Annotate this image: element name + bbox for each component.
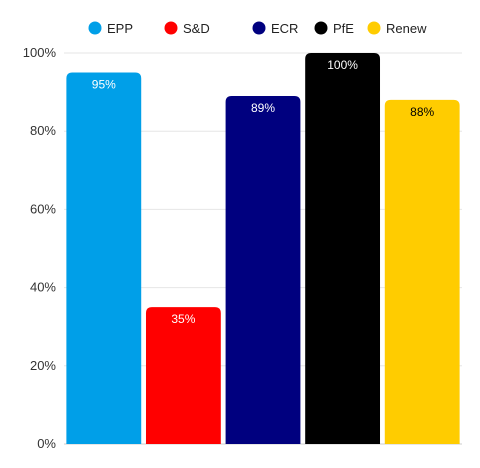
y-tick-label-100: 100% xyxy=(23,45,57,60)
legend-label-renew: Renew xyxy=(386,21,427,36)
legend-item-renew: Renew xyxy=(367,21,427,36)
legend-swatch-renew xyxy=(367,21,381,35)
bars xyxy=(66,53,460,445)
y-tick-label-80: 80% xyxy=(30,123,56,138)
legend-label-ecr: ECR xyxy=(271,21,298,36)
legend-label-s-d: S&D xyxy=(183,21,210,36)
legend-swatch-epp xyxy=(88,21,102,35)
bar-epp xyxy=(66,72,142,445)
y-tick-label-40: 40% xyxy=(30,280,56,295)
legend-label-epp: EPP xyxy=(107,21,133,36)
bar-ecr xyxy=(225,96,301,444)
legend-item-pfe: PfE xyxy=(314,21,354,36)
legend-swatch-ecr xyxy=(252,21,266,35)
y-axis-ticks: 0% 20% 40% 60% 80% 100% xyxy=(23,45,57,451)
y-tick-label-60: 60% xyxy=(30,201,56,216)
data-label-s-d: 35% xyxy=(171,312,195,326)
legend-swatch-pfe xyxy=(314,21,328,35)
legend-item-s-d: S&D xyxy=(164,21,210,36)
bar-pfe xyxy=(305,53,381,444)
data-label-renew: 88% xyxy=(410,105,434,119)
data-labels: 95% 35% 89% 100% 88% xyxy=(92,58,435,326)
data-label-epp: 95% xyxy=(92,78,116,92)
bar-s-d xyxy=(145,307,221,444)
legend-item-ecr: ECR xyxy=(252,21,298,36)
legend: EPP S&D ECR PfE Renew xyxy=(88,21,427,36)
data-label-ecr: 89% xyxy=(251,101,275,115)
data-label-pfe: 100% xyxy=(327,58,358,72)
y-tick-label-20: 20% xyxy=(30,358,56,373)
legend-swatch-s-d xyxy=(164,21,178,35)
bar-renew xyxy=(384,99,460,445)
legend-label-pfe: PfE xyxy=(333,21,354,36)
legend-item-epp: EPP xyxy=(88,21,133,36)
y-tick-label-0: 0% xyxy=(37,436,56,451)
